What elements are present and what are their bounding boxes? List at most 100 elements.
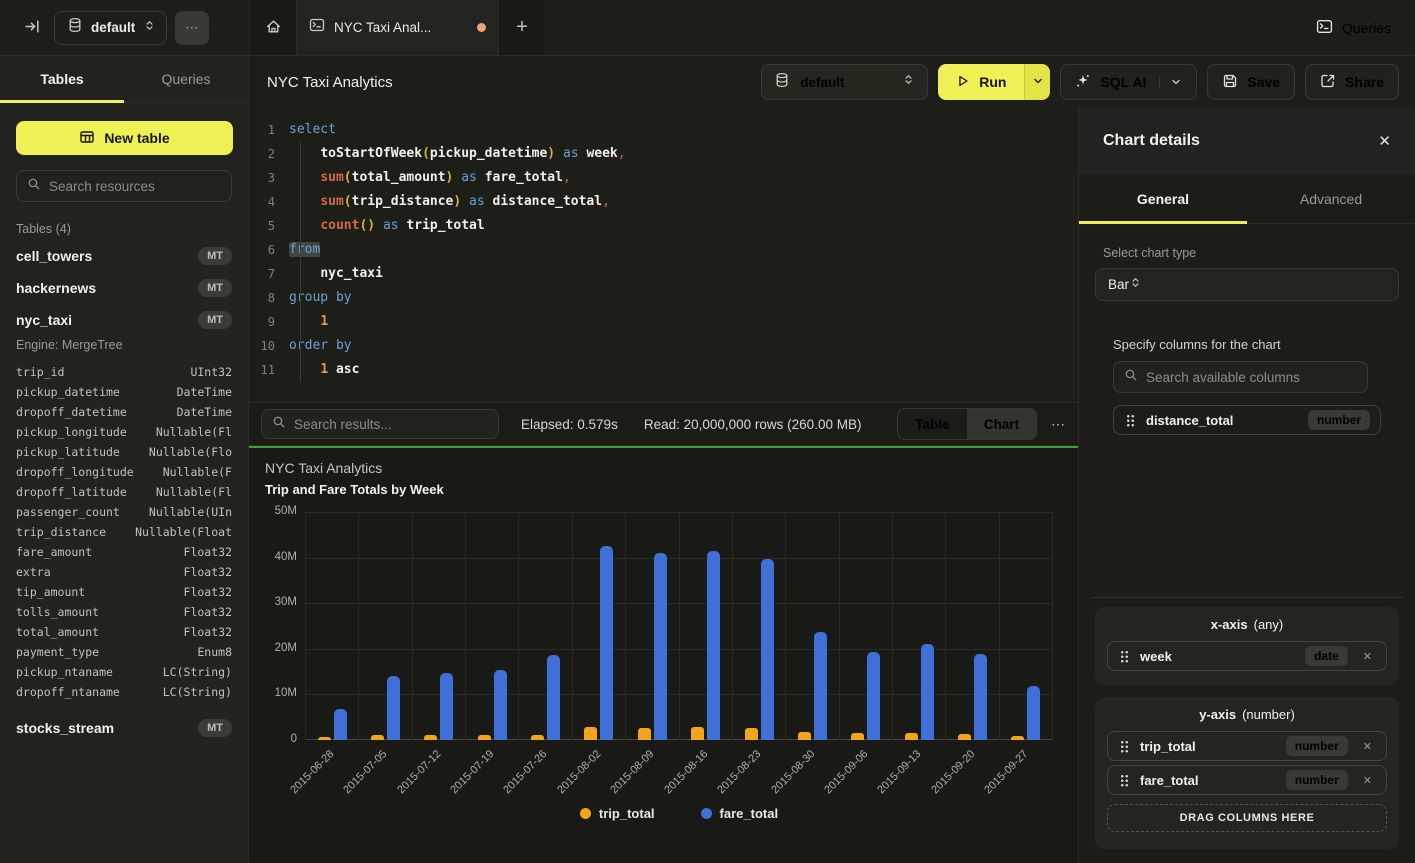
code-line[interactable]: 3 sum(total_amount) as fare_total, <box>249 166 1078 190</box>
column-type: Nullable(Fl <box>156 422 232 442</box>
code-line[interactable]: 7 nyc_taxi <box>249 262 1078 286</box>
collapse-sidebar-icon <box>24 18 41 38</box>
results-search-input[interactable] <box>294 417 488 432</box>
chart-type-select[interactable]: Bar <box>1095 268 1399 301</box>
bar-group <box>413 512 466 740</box>
remove-column-button[interactable]: ✕ <box>1359 738 1376 755</box>
x-axis-column-week[interactable]: weekdate✕ <box>1107 641 1387 671</box>
drag-handle-icon[interactable] <box>1120 650 1129 663</box>
column-type-badge: number <box>1286 770 1348 790</box>
line-number: 1 <box>249 118 275 142</box>
tab-advanced[interactable]: Advanced <box>1247 174 1415 223</box>
sidebar-search-input[interactable] <box>49 179 221 194</box>
new-table-button[interactable]: New table <box>16 121 233 155</box>
workspace-database-selector[interactable]: default <box>54 11 167 45</box>
queries-button-label: Queries <box>1342 20 1391 36</box>
collapse-sidebar-button[interactable] <box>18 14 46 42</box>
code-line[interactable]: 6from <box>249 238 1078 262</box>
legend-item-trip_total[interactable]: trip_total <box>580 806 655 821</box>
column-type: LC(String) <box>163 662 232 682</box>
tables-list: cell_towersMThackernewsMTnyc_taxiMTEngin… <box>0 240 248 744</box>
table-row[interactable]: nyc_taxiMT <box>0 304 248 336</box>
sidebar-tab-tables[interactable]: Tables <box>0 56 124 102</box>
save-button[interactable]: Save <box>1207 64 1295 100</box>
search-icon <box>27 177 41 196</box>
remove-column-button[interactable]: ✕ <box>1359 772 1376 789</box>
code-line[interactable]: 5 count() as trip_total <box>249 214 1078 238</box>
table-columns: trip_idUInt32pickup_datetimeDateTimedrop… <box>0 358 248 712</box>
code-line[interactable]: 1select <box>249 118 1078 142</box>
remove-column-button[interactable]: ✕ <box>1359 648 1376 665</box>
sql-editor[interactable]: 1select2 toStartOfWeek(pickup_datetime) … <box>249 108 1078 402</box>
new-tab-button[interactable]: + <box>499 0 545 55</box>
play-icon <box>956 74 970 91</box>
y-axis-tick-label: 20M <box>251 642 297 654</box>
columns-section-label: Specify columns for the chart <box>1113 337 1381 352</box>
tab-nyc-taxi-analytics[interactable]: NYC Taxi Anal... <box>297 0 499 55</box>
code-line[interactable]: 8group by <box>249 286 1078 310</box>
code-line[interactable]: 10order by <box>249 334 1078 358</box>
tables-section-header: Tables (4) <box>16 222 232 236</box>
tab-general[interactable]: General <box>1079 174 1247 223</box>
share-button[interactable]: Share <box>1305 64 1399 100</box>
code-line[interactable]: 9 1 <box>249 310 1078 334</box>
save-button-label: Save <box>1247 74 1280 90</box>
chevron-updown-icon <box>902 73 915 91</box>
bar-fare_total <box>494 670 507 740</box>
column-type: LC(String) <box>163 682 232 702</box>
close-panel-button[interactable]: ✕ <box>1378 132 1391 150</box>
table-engine-label: Engine: MergeTree <box>0 336 248 358</box>
elapsed-stat: Elapsed: 0.579s <box>521 417 618 432</box>
view-toggle: Table Chart <box>897 408 1037 440</box>
bar-fare_total <box>654 553 667 740</box>
code-lines: 1select2 toStartOfWeek(pickup_datetime) … <box>249 118 1078 382</box>
table-row[interactable]: cell_towersMT <box>0 240 248 272</box>
queries-button[interactable]: Queries <box>1316 18 1391 38</box>
drag-handle-icon[interactable] <box>1120 774 1129 787</box>
column-chip-name: week <box>1140 649 1172 664</box>
chart-groups <box>305 512 1053 740</box>
chart-type-label: Select chart type <box>1103 246 1391 260</box>
run-button[interactable]: Run <box>938 64 1024 100</box>
code-line[interactable]: 11 1 asc <box>249 358 1078 382</box>
view-toggle-chart[interactable]: Chart <box>967 409 1036 439</box>
home-button[interactable] <box>250 0 297 55</box>
share-button-label: Share <box>1345 74 1384 90</box>
code-line[interactable]: 4 sum(trip_distance) as distance_total, <box>249 190 1078 214</box>
line-number: 2 <box>249 142 275 166</box>
editor-database-selector[interactable]: default <box>761 64 928 100</box>
column-name: tolls_amount <box>16 602 99 622</box>
y-axis-column-fare_total[interactable]: fare_totalnumber✕ <box>1107 765 1387 795</box>
available-column-distance_total[interactable]: distance_totalnumber <box>1113 405 1381 435</box>
bar-fare_total <box>1027 686 1040 740</box>
table-row[interactable]: stocks_streamMT <box>0 712 248 744</box>
view-toggle-table[interactable]: Table <box>898 409 967 439</box>
bar-group <box>786 512 839 740</box>
run-button-label: Run <box>979 74 1006 90</box>
drag-handle-icon[interactable] <box>1126 414 1135 427</box>
sql-ai-button-label: SQL AI <box>1100 74 1146 90</box>
y-axis-tick-label: 50M <box>251 505 297 517</box>
column-type: Nullable(Flo <box>149 442 232 462</box>
workspace-menu-button[interactable]: ⋯ <box>175 11 209 45</box>
column-name: dropoff_ntaname <box>16 682 120 702</box>
drop-zone[interactable]: DRAG COLUMNS HERE <box>1107 804 1387 832</box>
close-icon: ✕ <box>1378 133 1391 150</box>
bar-fare_total <box>600 546 613 740</box>
results-menu-button[interactable]: ⋯ <box>1051 416 1066 433</box>
column-chip-name: trip_total <box>1140 739 1196 754</box>
table-row[interactable]: hackernewsMT <box>0 272 248 304</box>
code-line[interactable]: 2 toStartOfWeek(pickup_datetime) as week… <box>249 142 1078 166</box>
drag-handle-icon[interactable] <box>1120 740 1129 753</box>
sql-ai-options-button[interactable] <box>1159 76 1182 88</box>
columns-search-input[interactable] <box>1146 370 1357 385</box>
chart-subtitle: Trip and Fare Totals by Week <box>265 482 1078 497</box>
y-axis-column-trip_total[interactable]: trip_totalnumber✕ <box>1107 731 1387 761</box>
terminal-icon <box>1316 18 1333 38</box>
sql-ai-button[interactable]: SQL AI <box>1060 64 1197 100</box>
line-number: 10 <box>249 334 275 358</box>
sidebar-tab-queries[interactable]: Queries <box>124 56 248 102</box>
legend-item-fare_total[interactable]: fare_total <box>701 806 779 821</box>
sidebar-search <box>16 170 232 202</box>
run-options-button[interactable] <box>1024 64 1050 100</box>
